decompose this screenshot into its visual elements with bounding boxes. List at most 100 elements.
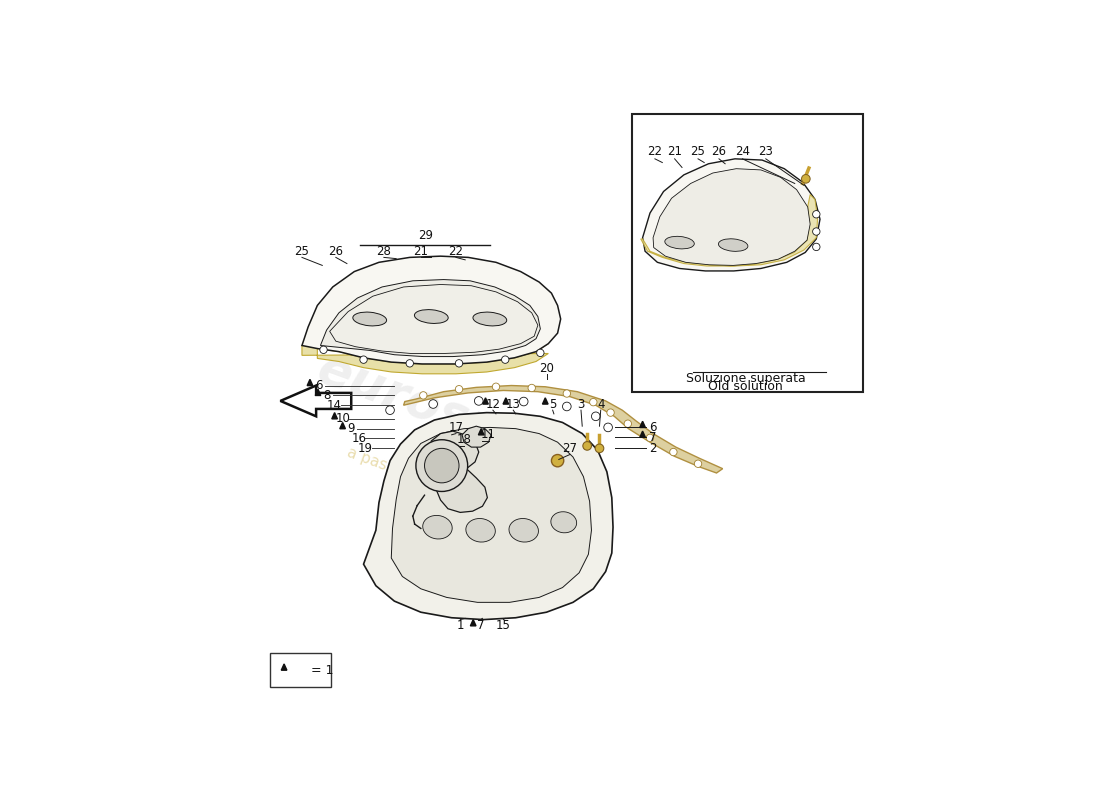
Text: 12: 12 <box>485 398 501 410</box>
Text: 25: 25 <box>295 245 309 258</box>
FancyBboxPatch shape <box>631 114 862 392</box>
Text: eurospare: eurospare <box>310 345 595 488</box>
Polygon shape <box>392 427 592 602</box>
Text: 6: 6 <box>649 421 657 434</box>
Circle shape <box>360 356 367 363</box>
Circle shape <box>694 460 702 467</box>
Circle shape <box>502 356 509 363</box>
Ellipse shape <box>718 239 748 251</box>
Text: 28: 28 <box>376 245 392 258</box>
Circle shape <box>813 228 820 235</box>
Polygon shape <box>462 426 491 447</box>
Circle shape <box>551 454 563 467</box>
Text: 25: 25 <box>691 145 705 158</box>
Polygon shape <box>429 431 487 513</box>
Circle shape <box>493 383 499 390</box>
Circle shape <box>647 434 653 442</box>
Text: 7: 7 <box>476 619 484 632</box>
Circle shape <box>604 423 613 432</box>
Polygon shape <box>542 398 548 404</box>
Polygon shape <box>483 398 488 404</box>
Polygon shape <box>320 279 540 357</box>
Text: 22: 22 <box>449 245 463 258</box>
Circle shape <box>813 210 820 218</box>
Text: 22: 22 <box>648 145 662 158</box>
Text: Old solution: Old solution <box>708 380 783 394</box>
Circle shape <box>455 360 463 367</box>
Ellipse shape <box>509 518 538 542</box>
Text: 20: 20 <box>539 362 554 374</box>
Polygon shape <box>332 413 338 419</box>
Polygon shape <box>282 664 287 670</box>
Text: 21: 21 <box>667 145 682 158</box>
Polygon shape <box>640 422 646 427</box>
Circle shape <box>670 448 678 456</box>
Text: 19: 19 <box>358 442 373 455</box>
Circle shape <box>583 442 592 450</box>
Circle shape <box>802 174 810 183</box>
Circle shape <box>416 440 468 491</box>
Circle shape <box>419 392 427 399</box>
Polygon shape <box>640 431 646 438</box>
Text: 9: 9 <box>348 422 355 435</box>
Text: 15: 15 <box>496 619 510 632</box>
Ellipse shape <box>664 236 694 249</box>
Circle shape <box>528 384 536 392</box>
Text: 21: 21 <box>414 245 428 258</box>
Text: 6: 6 <box>315 379 322 392</box>
Text: 16: 16 <box>352 432 366 445</box>
Polygon shape <box>301 256 561 364</box>
Circle shape <box>406 360 414 367</box>
Polygon shape <box>307 379 312 386</box>
Circle shape <box>537 349 544 357</box>
Text: a passion for cars since 1988: a passion for cars since 1988 <box>345 445 561 535</box>
Circle shape <box>429 400 438 408</box>
Text: 8: 8 <box>323 389 330 402</box>
Polygon shape <box>471 619 476 626</box>
Text: 13: 13 <box>506 398 520 410</box>
Ellipse shape <box>473 312 507 326</box>
Polygon shape <box>316 390 321 395</box>
Text: 10: 10 <box>336 412 351 426</box>
Polygon shape <box>340 422 345 429</box>
Polygon shape <box>301 344 548 374</box>
Polygon shape <box>363 413 613 619</box>
Circle shape <box>562 402 571 410</box>
Text: 17: 17 <box>449 421 463 434</box>
Circle shape <box>455 386 463 393</box>
Polygon shape <box>478 429 484 435</box>
Text: = 1: = 1 <box>311 664 333 677</box>
Circle shape <box>425 448 459 483</box>
Text: 23: 23 <box>758 145 773 158</box>
Text: Soluzione superata: Soluzione superata <box>685 372 805 385</box>
Text: 18: 18 <box>456 434 472 446</box>
Polygon shape <box>330 285 538 354</box>
Text: 26: 26 <box>712 145 726 158</box>
FancyBboxPatch shape <box>270 653 331 687</box>
Text: 3: 3 <box>578 398 585 410</box>
Text: 5: 5 <box>549 398 557 410</box>
Polygon shape <box>503 398 508 404</box>
Text: 4: 4 <box>597 398 605 410</box>
Text: 7: 7 <box>649 430 657 444</box>
Ellipse shape <box>353 312 386 326</box>
Ellipse shape <box>422 515 452 539</box>
Circle shape <box>563 390 571 398</box>
Text: 1: 1 <box>456 619 464 632</box>
Circle shape <box>607 409 614 416</box>
Polygon shape <box>640 194 817 266</box>
Text: 14: 14 <box>327 398 342 412</box>
Text: 24: 24 <box>735 145 750 158</box>
Circle shape <box>592 412 601 421</box>
Ellipse shape <box>466 518 495 542</box>
Circle shape <box>813 243 820 250</box>
Polygon shape <box>404 386 723 473</box>
Text: 11: 11 <box>481 428 496 442</box>
Circle shape <box>590 398 597 406</box>
Polygon shape <box>642 159 820 271</box>
Text: 2: 2 <box>649 442 657 455</box>
Text: 26: 26 <box>328 245 343 258</box>
Polygon shape <box>280 386 351 416</box>
Circle shape <box>519 398 528 406</box>
Circle shape <box>474 397 483 406</box>
